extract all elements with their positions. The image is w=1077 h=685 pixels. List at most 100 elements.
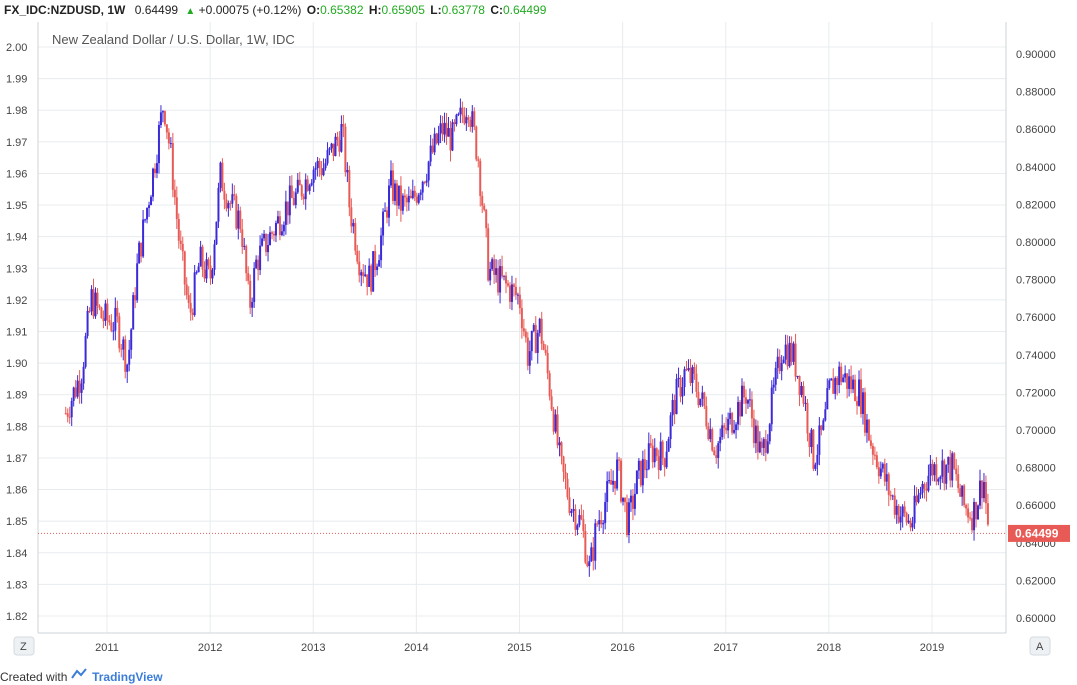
chart-title: New Zealand Dollar / U.S. Dollar, 1W, ID… — [52, 32, 295, 47]
candle-body — [744, 397, 747, 404]
candle-body — [378, 260, 381, 267]
candle-body — [665, 451, 668, 468]
symbol-name[interactable]: FX_IDC:NZDUSD, 1W — [4, 3, 126, 17]
candle-body — [800, 386, 803, 396]
z-button[interactable]: Z — [13, 636, 35, 656]
candle-body — [572, 509, 575, 511]
candle-body — [445, 122, 448, 137]
candle-body — [631, 495, 634, 509]
candle-body — [265, 233, 268, 253]
candle-body — [142, 219, 145, 257]
candle-body — [770, 387, 773, 425]
right-tick-label: 0.80000 — [1016, 237, 1056, 249]
candle-body — [768, 424, 771, 442]
candle-body — [217, 187, 220, 222]
candle-body — [719, 437, 722, 444]
candle-body — [516, 294, 519, 296]
candle-body — [132, 295, 135, 330]
candle-body — [727, 418, 730, 431]
candle-body — [372, 251, 375, 292]
time-tick-label: 2016 — [610, 642, 634, 654]
candle-body — [407, 195, 410, 203]
candle-body — [489, 268, 492, 281]
candle-body — [838, 366, 841, 386]
footer: Created with TradingView — [0, 668, 163, 685]
candle-body — [552, 409, 555, 432]
candle-body — [772, 384, 775, 388]
candle-body — [711, 429, 714, 451]
candle-body — [298, 179, 301, 186]
candle-body — [352, 223, 355, 227]
candle-body — [649, 443, 652, 446]
z-button-label: Z — [20, 641, 27, 653]
created-with-text: Created with — [0, 669, 68, 684]
candle-body — [683, 369, 686, 388]
right-tick-label: 0.60000 — [1016, 613, 1056, 625]
candle-body — [441, 123, 444, 135]
candle-body — [592, 547, 595, 561]
time-tick-label: 2014 — [404, 642, 428, 654]
candle-body — [308, 185, 311, 191]
candle-body — [253, 268, 256, 302]
candle-body — [937, 479, 940, 482]
candle-body — [207, 259, 210, 266]
right-tick-label: 0.90000 — [1016, 49, 1056, 61]
candle-body — [752, 418, 755, 444]
candle-body — [764, 439, 767, 453]
candle-body — [439, 123, 442, 134]
candle-body — [953, 453, 956, 469]
candle-body — [155, 163, 158, 174]
candle-body — [465, 117, 468, 124]
tradingview-brand[interactable]: TradingView — [92, 669, 163, 684]
candle-body — [877, 467, 880, 477]
candle-body — [784, 344, 787, 360]
candle-body — [818, 425, 821, 455]
candle-body — [409, 195, 412, 199]
candle-body — [269, 232, 272, 246]
left-tick-label: 1.83 — [6, 579, 27, 591]
candle-body — [590, 547, 593, 562]
candle-body — [491, 259, 494, 269]
candle-body — [114, 307, 117, 331]
candle-body — [713, 450, 716, 455]
candle-body — [179, 240, 182, 244]
candle-body — [457, 113, 460, 115]
candle-body — [762, 439, 765, 448]
candle-body — [861, 392, 864, 415]
candle-body — [423, 181, 426, 183]
candle-body — [187, 295, 190, 303]
candle-body — [231, 194, 234, 204]
candle-body — [703, 392, 706, 407]
candle-body — [641, 459, 644, 486]
left-tick-label: 2.00 — [6, 42, 27, 54]
candle-body — [296, 179, 299, 193]
candle-body — [245, 245, 248, 274]
a-button-label: A — [1036, 641, 1044, 653]
candle-body — [346, 170, 349, 173]
candle-body — [909, 520, 912, 528]
candle-body — [786, 344, 789, 367]
price-chart[interactable]: New Zealand Dollar / U.S. Dollar, 1W, ID… — [0, 0, 1077, 668]
symbol-header: FX_IDC:NZDUSD, 1W 0.64499 ▲ +0.00075 (+0… — [0, 0, 1077, 20]
candle-body — [705, 406, 708, 427]
candle-body — [824, 409, 827, 421]
candle-body — [598, 520, 601, 525]
candle-body — [846, 373, 849, 389]
candle-body — [328, 148, 331, 151]
candle-body — [411, 190, 414, 199]
candle-body — [653, 448, 656, 463]
time-tick-label: 2011 — [95, 642, 119, 654]
candle-body — [358, 261, 361, 276]
candle-body — [820, 425, 823, 430]
candle-body — [508, 285, 511, 302]
candle-body — [863, 392, 866, 433]
right-tick-label: 0.76000 — [1016, 312, 1056, 324]
candle-body — [856, 401, 859, 406]
candle-body — [522, 328, 525, 332]
candle-body — [278, 216, 281, 236]
a-button[interactable]: A — [1029, 636, 1051, 656]
candle-body — [316, 160, 319, 169]
left-tick-label: 1.96 — [6, 168, 27, 180]
candle-body — [766, 441, 769, 453]
candle-body — [148, 205, 151, 208]
